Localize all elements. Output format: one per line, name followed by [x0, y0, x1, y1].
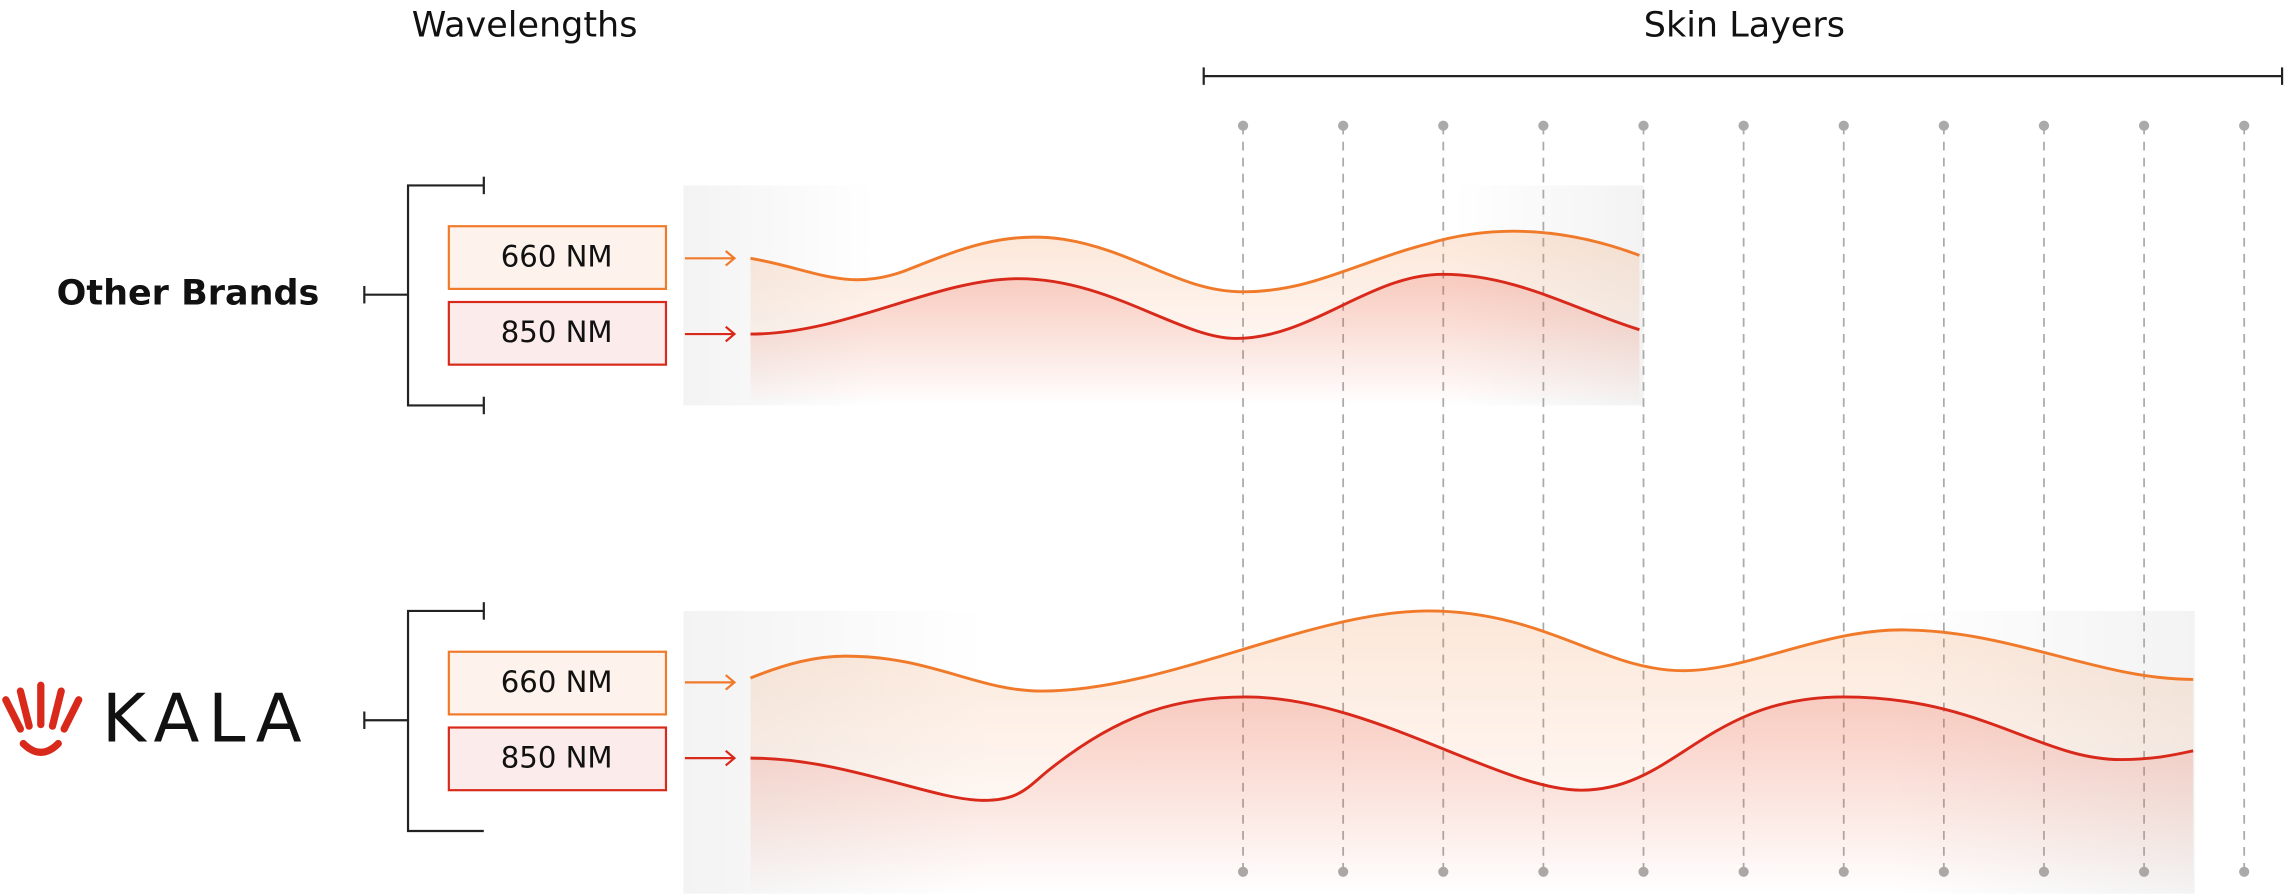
layer-dot [1438, 120, 1449, 131]
wavelength-label: 850 NM [501, 315, 613, 349]
layer-dot [2138, 120, 2150, 131]
logo-icon [2, 681, 83, 756]
layer-dot [1838, 120, 1849, 131]
wavelength-box [447, 650, 668, 716]
layer-dot [2239, 866, 2250, 877]
wavelength-label: 850 NM [501, 741, 613, 775]
wavelength-label: 660 NM [501, 665, 613, 699]
skin-bracket [1202, 67, 2284, 85]
layer-dot [2038, 120, 2050, 131]
layer-dot [1538, 120, 1549, 131]
header: Skin Layers [1644, 6, 1845, 46]
row-label: KALA [102, 680, 310, 758]
layer-dot [1938, 120, 1949, 131]
wavelength-label: 660 NM [501, 239, 613, 273]
layer-dot [1338, 120, 1349, 131]
row-label: Other Brands [57, 274, 320, 314]
bracket [363, 176, 485, 415]
waves [749, 229, 2194, 894]
layer-dot [1237, 120, 1249, 131]
wavelength-box [447, 300, 668, 366]
arrows [684, 250, 737, 767]
wavelength-box [447, 726, 668, 792]
layer-dot [1738, 120, 1749, 131]
header: Wavelengths [412, 6, 638, 46]
layer-dot [2239, 120, 2250, 131]
bracket [363, 602, 485, 833]
wavelength-box [447, 225, 668, 290]
layer-dot [1638, 120, 1649, 131]
